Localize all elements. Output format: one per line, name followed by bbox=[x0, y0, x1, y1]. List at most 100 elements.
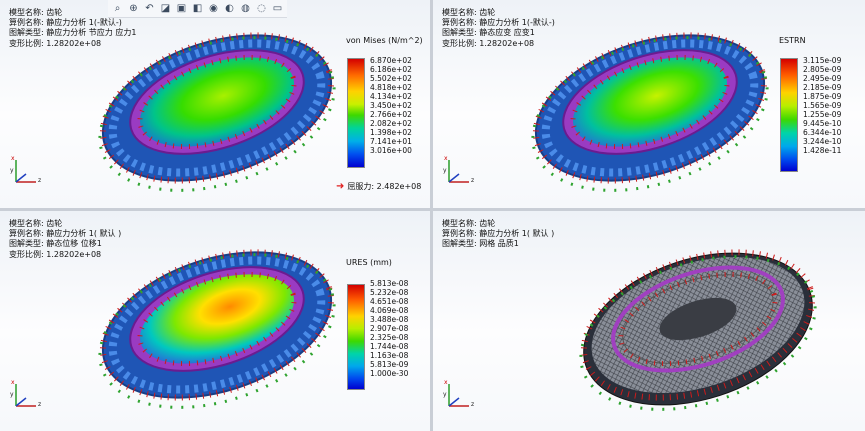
gear-mesh-model[interactable] bbox=[573, 225, 823, 425]
svg-text:x: x bbox=[11, 155, 15, 162]
plot-info: 模型名称: 齿轮 算例名称: 静应力分析 1(-默认-) 图解类型: 静应力分析… bbox=[9, 8, 136, 49]
axis-triad: x z y bbox=[10, 379, 41, 408]
svg-text:y: y bbox=[10, 167, 14, 174]
axis-triad: x z y bbox=[443, 155, 474, 184]
view-orientation-icon[interactable]: ▣ bbox=[176, 3, 187, 14]
model-name: 模型名称: 齿轮 bbox=[9, 219, 63, 228]
legend-tick: 1.428e-11 bbox=[803, 146, 842, 155]
legend-tick: 1.565e-09 bbox=[803, 101, 842, 110]
study-name: 算例名称: 静应力分析 1(-默认-) bbox=[9, 18, 122, 28]
svg-text:x: x bbox=[11, 379, 15, 386]
zoom-area-icon[interactable]: ⊕ bbox=[129, 3, 138, 14]
viewport-strain[interactable]: 模型名称: 齿轮 算例名称: 静应力分析 1(-默认-) 图解类型: 静态应变 … bbox=[433, 0, 865, 208]
heads-up-toolbar: ⌕ ⊕ ↶ ◪ ▣ ◧ ◉ ◐ ◍ ◌ ▭ bbox=[108, 0, 287, 18]
gear-model[interactable] bbox=[525, 10, 775, 200]
svg-text:x: x bbox=[444, 379, 448, 386]
svg-text:y: y bbox=[443, 167, 447, 174]
hide-show-icon[interactable]: ◉ bbox=[209, 3, 218, 14]
svg-text:z: z bbox=[471, 401, 474, 408]
gear-model[interactable] bbox=[92, 10, 342, 200]
svg-text:y: y bbox=[10, 391, 14, 398]
color-legend-bar bbox=[780, 58, 798, 172]
legend-tick: 4.651e-08 bbox=[370, 297, 409, 306]
svg-text:x: x bbox=[444, 155, 448, 162]
legend-tick: 5.813e-09 bbox=[370, 360, 409, 369]
svg-text:y: y bbox=[443, 391, 447, 398]
legend-title: URES (mm) bbox=[346, 258, 392, 267]
viewport-mesh[interactable]: 模型名称: 齿轮 算例名称: 静应力分析 1( 默认 ) 图解类型: 网格 品质… bbox=[433, 211, 865, 431]
plot-type: 图解类型: 静应力分析 节应力 应力1 bbox=[9, 28, 137, 38]
legend-tick: 2.325e-08 bbox=[370, 333, 409, 342]
legend-tick: 1.744e-08 bbox=[370, 342, 409, 351]
plot-info: 模型名称: 齿轮 算例名称: 静应力分析 1( 默认 ) 图解类型: 静态位移 … bbox=[9, 219, 121, 260]
legend-tick: 2.805e-09 bbox=[803, 65, 842, 74]
svg-text:z: z bbox=[38, 177, 41, 184]
legend-tick: 4.818e+02 bbox=[370, 83, 412, 92]
svg-text:z: z bbox=[471, 177, 474, 184]
legend-tick: 2.766e+02 bbox=[370, 110, 412, 119]
gear-model[interactable] bbox=[92, 227, 342, 417]
plot-type: 图解类型: 静态位移 位移1 bbox=[9, 239, 102, 249]
legend-title: ESTRN bbox=[779, 36, 806, 45]
legend-ticks: 5.813e-08 5.232e-08 4.651e-08 4.069e-08 … bbox=[370, 279, 408, 378]
legend-tick: 9.445e-10 bbox=[803, 119, 842, 128]
model-name: 模型名称: 齿轮 bbox=[442, 8, 496, 17]
legend-tick: 2.185e-09 bbox=[803, 83, 842, 92]
display-style-icon[interactable]: ◧ bbox=[192, 3, 203, 14]
legend-tick: 3.488e-08 bbox=[370, 315, 409, 324]
model-name: 模型名称: 齿轮 bbox=[9, 8, 63, 17]
viewport-displacement[interactable]: 模型名称: 齿轮 算例名称: 静应力分析 1( 默认 ) 图解类型: 静态位移 … bbox=[0, 211, 430, 431]
color-legend-bar bbox=[347, 284, 365, 390]
vertical-splitter[interactable] bbox=[430, 0, 433, 431]
horizontal-splitter[interactable] bbox=[0, 208, 865, 211]
deformation-scale: 变形比例: 1.28202e+08 bbox=[9, 249, 102, 259]
legend-tick: 7.141e+01 bbox=[370, 137, 412, 146]
legend-tick: 6.344e-10 bbox=[803, 128, 842, 137]
color-legend-bar bbox=[347, 58, 365, 168]
study-name: 算例名称: 静应力分析 1( 默认 ) bbox=[9, 229, 122, 239]
legend-tick: 3.244e-10 bbox=[803, 137, 842, 146]
legend-tick: 2.907e-08 bbox=[370, 324, 409, 333]
legend-tick: 1.398e+02 bbox=[370, 128, 412, 137]
legend-ticks: 6.870e+02 6.186e+02 5.502e+02 4.818e+02 … bbox=[370, 56, 412, 155]
axis-triad: x z y bbox=[443, 379, 474, 408]
previous-view-icon[interactable]: ↶ bbox=[145, 3, 154, 14]
legend-title: von Mises (N/m^2) bbox=[346, 36, 423, 45]
legend-tick: 1.875e-09 bbox=[803, 92, 842, 101]
legend-tick: 5.502e+02 bbox=[370, 74, 412, 83]
legend-ticks: 3.115e-09 2.805e-09 2.495e-09 2.185e-09 … bbox=[803, 56, 841, 155]
deformation-scale: 变形比例: 1.28202e+08 bbox=[9, 38, 102, 48]
legend-tick: 6.870e+02 bbox=[370, 56, 412, 65]
legend-tick: 5.232e-08 bbox=[370, 288, 409, 297]
legend-tick: 3.450e+02 bbox=[370, 101, 412, 110]
study-name: 算例名称: 静应力分析 1(-默认-) bbox=[442, 18, 555, 28]
legend-tick: 6.186e+02 bbox=[370, 65, 412, 74]
legend-tick: 2.495e-09 bbox=[803, 74, 842, 83]
section-view-icon[interactable]: ◪ bbox=[160, 3, 171, 14]
yield-arrow-icon: ➜ bbox=[336, 181, 345, 192]
study-name: 算例名称: 静应力分析 1( 默认 ) bbox=[442, 229, 555, 239]
legend-tick: 2.082e+02 bbox=[370, 119, 412, 128]
legend-tick: 1.255e-09 bbox=[803, 110, 842, 119]
legend-tick: 3.115e-09 bbox=[803, 56, 842, 65]
legend-tick: 4.069e-08 bbox=[370, 306, 409, 315]
deformation-scale: 变形比例: 1.28202e+08 bbox=[442, 38, 535, 48]
plot-type: 图解类型: 网格 品质1 bbox=[442, 239, 519, 249]
view-settings-icon[interactable]: ◌ bbox=[257, 3, 266, 14]
plot-info: 模型名称: 齿轮 算例名称: 静应力分析 1(-默认-) 图解类型: 静态应变 … bbox=[442, 8, 555, 49]
legend-tick: 1.000e-30 bbox=[370, 369, 409, 378]
zoom-fit-icon[interactable]: ⌕ bbox=[114, 3, 121, 14]
axis-triad: x z y bbox=[10, 155, 41, 184]
model-name: 模型名称: 齿轮 bbox=[442, 219, 496, 228]
yield-strength-indicator: ➜ 屈服力: 2.482e+08 bbox=[336, 181, 421, 192]
display-pane-icon[interactable]: ▭ bbox=[272, 3, 283, 14]
scene-icon[interactable]: ◍ bbox=[241, 3, 250, 14]
svg-text:z: z bbox=[38, 401, 41, 408]
yield-strength-label: 屈服力: 2.482e+08 bbox=[347, 182, 422, 191]
edit-appearance-icon[interactable]: ◐ bbox=[225, 3, 234, 14]
legend-tick: 3.016e+00 bbox=[370, 146, 412, 155]
viewport-stress[interactable]: 模型名称: 齿轮 算例名称: 静应力分析 1(-默认-) 图解类型: 静应力分析… bbox=[0, 0, 430, 208]
legend-tick: 1.163e-08 bbox=[370, 351, 409, 360]
legend-tick: 5.813e-08 bbox=[370, 279, 409, 288]
plot-info: 模型名称: 齿轮 算例名称: 静应力分析 1( 默认 ) 图解类型: 网格 品质… bbox=[442, 219, 554, 250]
